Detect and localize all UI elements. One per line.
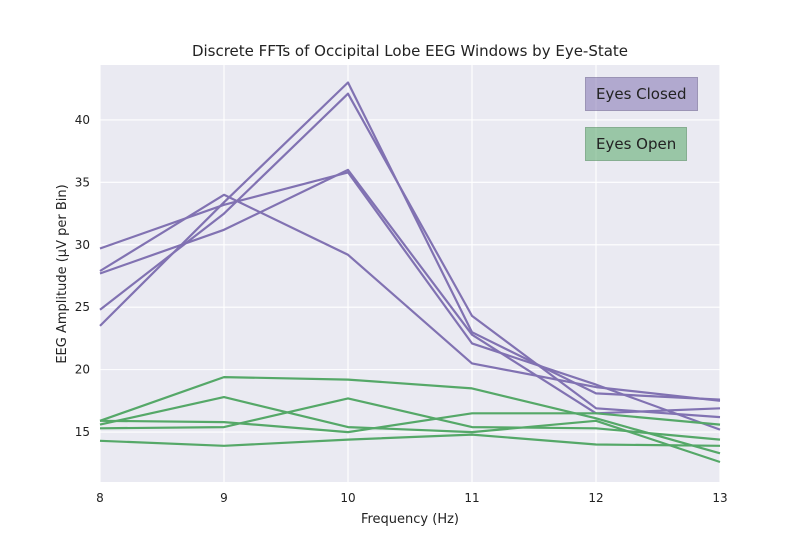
x-tick-label: 8: [96, 491, 104, 505]
series-line-eyes-closed: [99, 168, 721, 415]
x-tick-label: 13: [712, 491, 727, 505]
x-axis-label: Frequency (Hz): [361, 512, 459, 527]
x-tick-label: 12: [588, 491, 603, 505]
series-line-eyes-closed: [99, 171, 721, 431]
x-tick-label: 10: [340, 491, 355, 505]
x-tick-label: 11: [464, 491, 479, 505]
legend-eyes-open: Eyes Open: [585, 127, 688, 161]
y-tick-label: 35: [75, 175, 90, 189]
series-line-eyes-closed: [99, 92, 721, 419]
y-tick-labels: 15 20 25 30 35 40: [75, 113, 90, 439]
y-tick-label: 40: [75, 113, 90, 127]
chart-title: Discrete FFTs of Occipital Lobe EEG Wind…: [192, 42, 628, 60]
legend-eyes-closed: Eyes Closed: [585, 77, 698, 111]
series-line-eyes-open: [99, 376, 721, 455]
x-tick-labels: 8 9 10 11 12 13: [96, 491, 727, 505]
series-line-eyes-closed: [99, 81, 721, 401]
series-line-eyes-closed: [99, 193, 721, 402]
x-tick-label: 9: [220, 491, 228, 505]
y-axis-label: EEG Amplitude (µV per Bin): [55, 184, 70, 363]
grid: [99, 65, 721, 482]
y-tick-label: 30: [75, 238, 90, 252]
y-tick-label: 25: [75, 300, 90, 314]
y-tick-label: 20: [75, 363, 90, 377]
series-line-eyes-open: [99, 396, 721, 464]
series-lines: [99, 81, 721, 464]
y-tick-label: 15: [75, 425, 90, 439]
series-line-eyes-open: [99, 433, 721, 447]
series-line-eyes-open: [99, 412, 721, 434]
series-line-eyes-open: [99, 397, 721, 441]
